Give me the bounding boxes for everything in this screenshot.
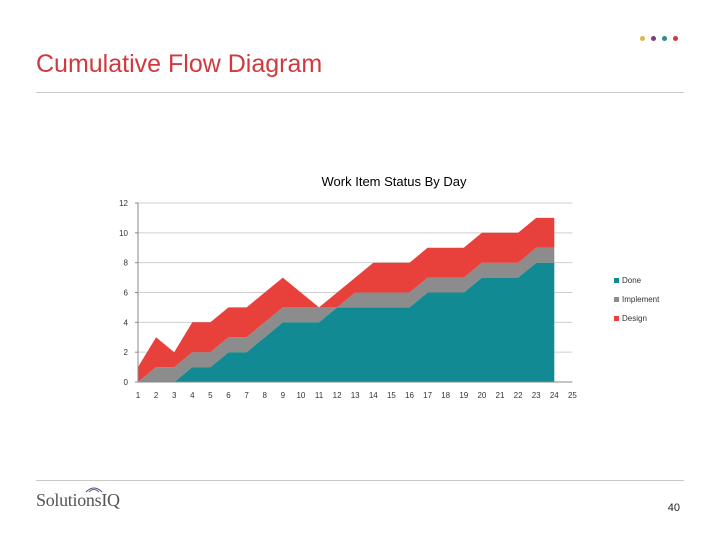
x-tick-label: 7 [244, 391, 249, 400]
legend-swatch [614, 316, 619, 321]
y-tick-label: 0 [124, 378, 129, 387]
area-design [138, 217, 555, 382]
x-tick-label: 10 [296, 391, 305, 400]
area-done [138, 262, 555, 382]
legend-label: Design [622, 314, 647, 323]
x-tick-label: 23 [532, 391, 541, 400]
logo-mark-icon [85, 487, 103, 493]
x-tick-label: 20 [477, 391, 486, 400]
y-tick-label: 6 [124, 289, 129, 298]
area-implement [138, 247, 555, 382]
x-tick-label: 25 [568, 391, 577, 400]
x-tick-label: 9 [281, 391, 286, 400]
accent-dot [651, 36, 656, 41]
x-tick-label: 19 [459, 391, 468, 400]
x-tick-label: 2 [154, 391, 159, 400]
y-tick-label: 8 [124, 259, 129, 268]
accent-dot [640, 36, 645, 41]
y-tick-label: 2 [124, 348, 129, 357]
x-tick-label: 1 [136, 391, 141, 400]
x-tick-label: 13 [351, 391, 360, 400]
x-tick-label: 5 [208, 391, 213, 400]
x-tick-label: 22 [514, 391, 523, 400]
x-tick-label: 11 [315, 391, 324, 400]
x-tick-label: 14 [369, 391, 378, 400]
legend-swatch [614, 297, 619, 302]
accent-dot [662, 36, 667, 41]
y-tick-label: 4 [124, 318, 129, 327]
accent-dot [673, 36, 678, 41]
footer-divider [36, 480, 684, 481]
y-tick-label: 12 [119, 199, 128, 208]
x-tick-label: 16 [405, 391, 414, 400]
y-tick-label: 10 [119, 229, 128, 238]
slide-title: Cumulative Flow Diagram [36, 50, 323, 78]
company-logo: SolutionsIQ [36, 490, 120, 510]
legend-label: Done [622, 276, 642, 285]
x-tick-label: 8 [262, 391, 267, 400]
page-number: 40 [667, 502, 680, 514]
x-tick-label: 6 [226, 391, 231, 400]
x-tick-label: 18 [441, 391, 450, 400]
x-tick-label: 24 [550, 391, 559, 400]
chart-title: Work Item Status By Day [322, 174, 467, 189]
title-divider [36, 92, 684, 93]
x-tick-label: 21 [496, 391, 505, 400]
x-tick-label: 4 [190, 391, 195, 400]
x-tick-label: 12 [333, 391, 342, 400]
legend: Done Implement Design [614, 276, 660, 323]
area-series [138, 217, 555, 382]
legend-swatch [614, 278, 619, 283]
x-tick-label: 3 [172, 391, 177, 400]
legend-label: Implement [622, 295, 660, 304]
x-tick-label: 15 [387, 391, 396, 400]
x-tick-label: 17 [423, 391, 432, 400]
accent-dots [640, 36, 678, 41]
